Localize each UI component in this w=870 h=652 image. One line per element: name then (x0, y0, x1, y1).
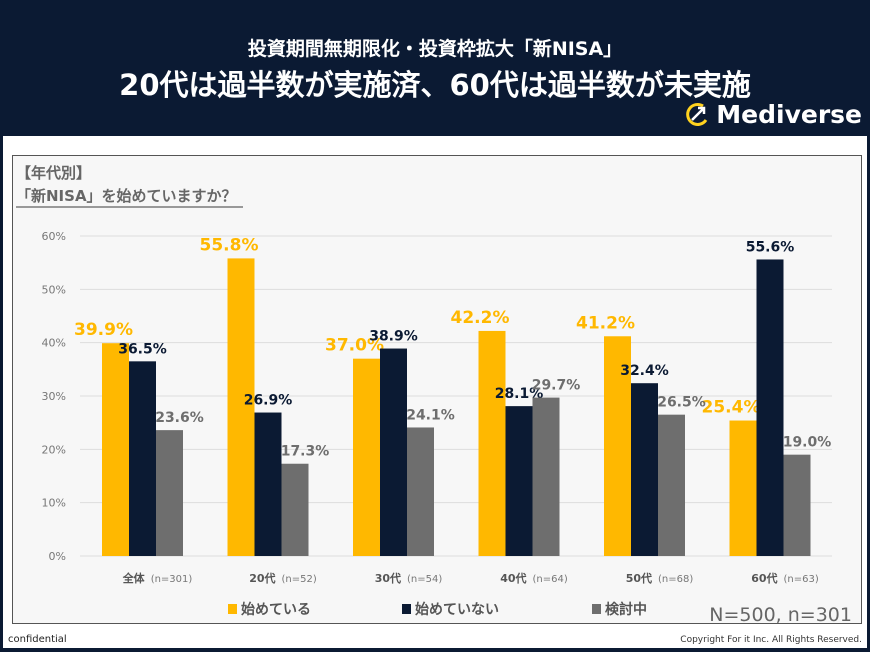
y-tick-label: 30% (42, 390, 66, 403)
legend-swatch (228, 604, 237, 614)
data-label: 36.5% (118, 341, 167, 357)
panel-title-2: 「新NISA」を始めていますか？ (16, 185, 243, 208)
category-name: 60代 (751, 571, 777, 585)
y-tick-label: 20% (42, 443, 66, 456)
x-tick-label: 全体 (n=301) (122, 571, 193, 585)
bar (729, 420, 757, 556)
category-name: 全体 (122, 571, 146, 585)
data-label: 19.0% (783, 435, 832, 451)
bar (505, 406, 533, 556)
category-n: (n=63) (784, 574, 819, 585)
legend-label: 始めていない (415, 601, 499, 618)
bar (407, 427, 434, 556)
bar (604, 336, 631, 556)
y-tick-label: 0% (49, 550, 66, 563)
bar (102, 343, 129, 556)
bar (532, 397, 560, 556)
sample-size: N=500, n=301 (709, 604, 852, 626)
y-tick-label: 50% (42, 283, 66, 296)
logo-text: Mediverse (716, 100, 862, 129)
bar (380, 348, 407, 556)
x-tick-label: 40代 (n=64) (500, 571, 568, 585)
data-label: 28.1% (495, 386, 544, 402)
y-tick-label: 10% (42, 497, 66, 510)
category-name: 40代 (500, 571, 526, 585)
header-title: 20代は過半数が実施済、60代は過半数が未実施 (119, 68, 751, 102)
category-n: (n=64) (533, 574, 568, 585)
y-tick-label: 60% (42, 230, 66, 243)
bar (353, 358, 380, 556)
legend-label: 始めている (241, 601, 311, 618)
panel-title-1: 【年代別】 (16, 164, 92, 182)
category-name: 20代 (249, 571, 275, 585)
data-label: 55.8% (200, 235, 259, 255)
data-label: 37.0% (325, 336, 384, 356)
data-label: 24.1% (406, 407, 455, 423)
data-label: 39.9% (74, 320, 133, 340)
data-label: 29.7% (532, 378, 581, 394)
bar (631, 383, 658, 556)
x-tick-label: 20代 (n=52) (249, 571, 317, 585)
confidential-label: confidential (8, 634, 67, 645)
header-subtitle: 投資期間無期限化・投資枠拡大「新NISA」 (247, 38, 623, 60)
category-name: 50代 (626, 571, 652, 585)
bar (281, 463, 309, 556)
logo: Mediverse (684, 100, 862, 129)
category-n: (n=68) (658, 574, 693, 585)
bar (478, 330, 506, 556)
logo-icon (686, 102, 708, 126)
category-n: (n=52) (282, 574, 317, 585)
legend-label: 検討中 (605, 601, 647, 618)
bar (254, 412, 282, 556)
data-label: 23.6% (155, 410, 204, 426)
data-label: 38.9% (369, 329, 418, 345)
bar (156, 430, 183, 556)
data-label: 41.2% (576, 313, 635, 333)
category-n: (n=54) (407, 574, 442, 585)
data-label: 25.4% (702, 398, 761, 418)
x-tick-label: 60代 (n=63) (751, 571, 819, 585)
y-tick-label: 40% (42, 337, 66, 350)
header: 投資期間無期限化・投資枠拡大「新NISA」 20代は過半数が実施済、60代は過半… (0, 0, 870, 136)
category-n: (n=301) (151, 574, 193, 585)
category-name: 30代 (375, 571, 401, 585)
bar (658, 414, 685, 556)
bar (783, 454, 811, 556)
legend-swatch (592, 604, 601, 614)
data-label: 26.9% (244, 393, 293, 409)
x-tick-label: 30代 (n=54) (375, 571, 443, 585)
bar (756, 259, 784, 556)
x-tick-label: 50代 (n=68) (626, 571, 694, 585)
legend-swatch (402, 604, 411, 614)
data-label: 55.6% (746, 239, 795, 255)
bar (227, 258, 255, 556)
bar (129, 361, 156, 556)
data-label: 26.5% (657, 395, 706, 411)
data-label: 17.3% (281, 444, 330, 460)
data-label: 32.4% (620, 363, 669, 379)
data-label: 42.2% (451, 308, 510, 328)
copyright: Copyright For it Inc. All Rights Reserve… (680, 635, 862, 645)
